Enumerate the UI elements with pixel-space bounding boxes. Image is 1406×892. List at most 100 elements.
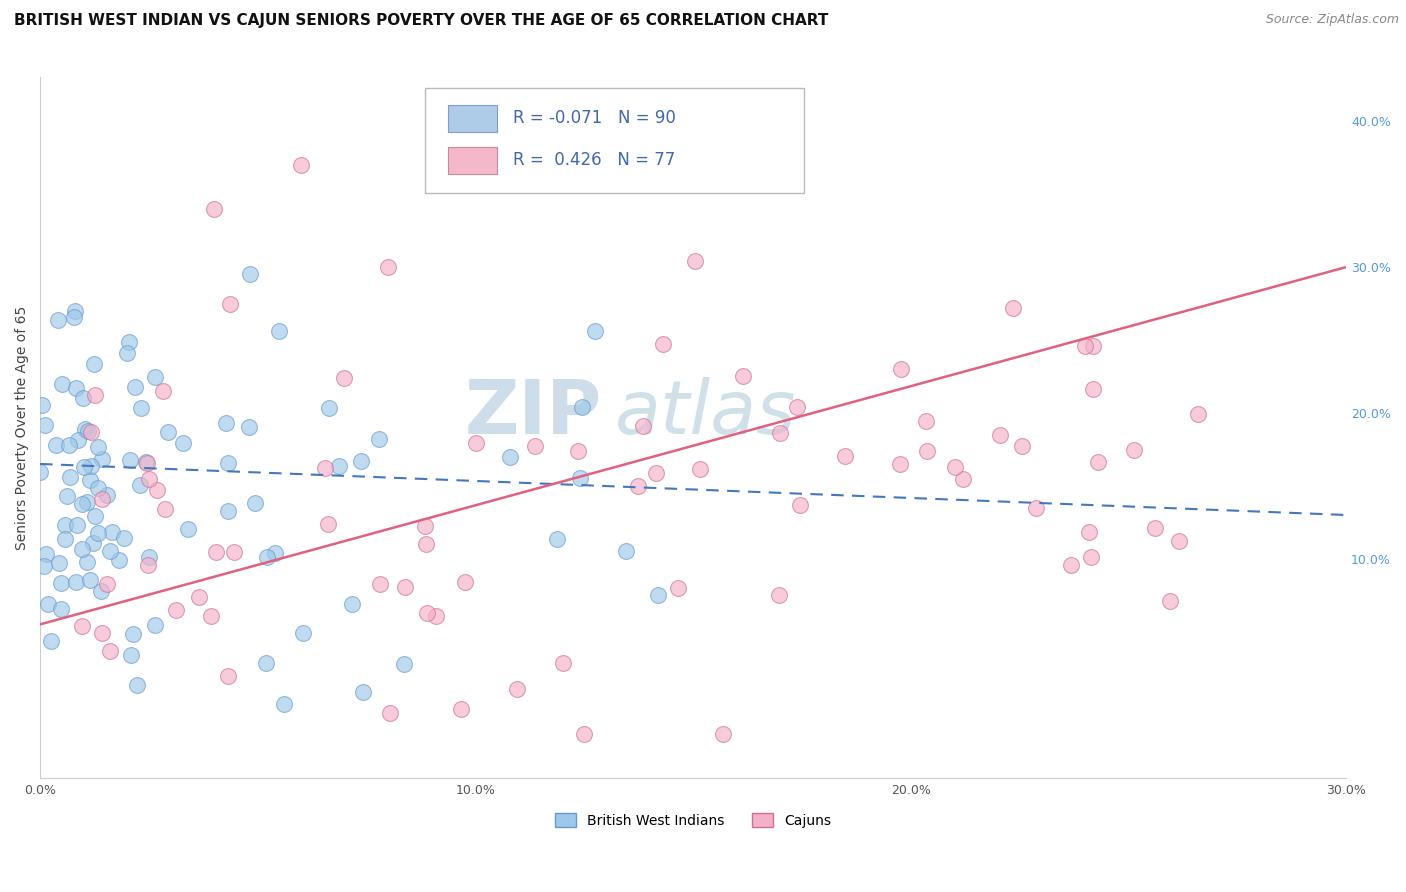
Point [115,345,138,359]
Point [31,398,53,412]
Point [128,478,150,492]
Point [138,472,160,486]
Point [100,544,122,558]
Point [112,531,135,545]
Text: BRITISH WEST INDIAN VS CAJUN SENIORS POVERTY OVER THE AGE OF 65 CORRELATION CHAR: BRITISH WEST INDIAN VS CAJUN SENIORS POV… [14,13,828,29]
Point [58,438,80,452]
Point [572,727,595,741]
Text: R = -0.071   N = 90: R = -0.071 N = 90 [513,109,676,127]
Point [63,310,86,325]
Point [256,550,278,565]
Text: ZIP: ZIP [464,377,602,450]
Point [465,436,488,450]
Point [377,260,399,274]
Point [314,461,336,475]
Point [627,479,650,493]
Point [238,419,260,434]
Point [55,489,77,503]
Point [614,543,637,558]
Point [65,517,87,532]
Point [733,369,755,384]
Point [890,362,912,376]
Point [66,433,89,447]
Point [786,401,808,415]
Point [768,588,790,602]
Point [254,657,277,671]
Point [73,460,96,475]
Point [63,303,86,318]
Point [146,483,169,498]
Point [350,454,373,468]
Point [122,627,145,641]
Point [136,558,159,572]
Point [291,626,314,640]
Point [136,456,159,470]
Point [98,644,121,658]
Point [75,422,97,436]
Point [87,440,110,454]
Point [96,576,118,591]
Point [450,702,472,716]
Point [769,426,792,441]
Point [1087,455,1109,469]
Point [165,603,187,617]
Point [83,357,105,371]
Point [96,488,118,502]
Point [153,501,176,516]
Point [647,588,669,602]
Bar [447,147,498,174]
Point [172,436,194,450]
Point [70,619,93,633]
Point [915,414,938,428]
Point [76,555,98,569]
Point [318,401,340,415]
Point [37,597,59,611]
Point [76,495,98,509]
Point [413,518,436,533]
Point [200,609,222,624]
Point [1143,521,1166,535]
Point [108,553,131,567]
Point [633,419,655,434]
Point [35,547,58,561]
Point [499,450,522,465]
Point [269,324,291,338]
Point [1074,339,1097,353]
Point [83,509,105,524]
Point [124,380,146,394]
Point [79,573,101,587]
Point [416,607,439,621]
Point [328,458,350,473]
Point [138,549,160,564]
Point [217,503,239,517]
Point [79,473,101,487]
Point [135,455,157,469]
Point [264,546,287,560]
Point [1159,594,1181,608]
Point [101,525,124,540]
Point [316,517,339,532]
Point [125,678,148,692]
Point [425,609,447,624]
Point [217,456,239,470]
Point [39,634,62,648]
Point [46,312,69,326]
Point [1187,407,1209,421]
Point [91,492,114,507]
Point [711,727,734,741]
Point [834,449,856,463]
Point [652,337,675,351]
Point [683,253,706,268]
Point [352,685,374,699]
Point [392,657,415,671]
Text: Source: ZipAtlas.com: Source: ZipAtlas.com [1265,13,1399,27]
Point [567,444,589,458]
Point [120,648,142,662]
Point [80,458,103,473]
Point [30,466,52,480]
Text: atlas: atlas [614,377,796,450]
Point [990,427,1012,442]
Point [55,532,77,546]
Point [70,496,93,510]
Point [915,443,938,458]
